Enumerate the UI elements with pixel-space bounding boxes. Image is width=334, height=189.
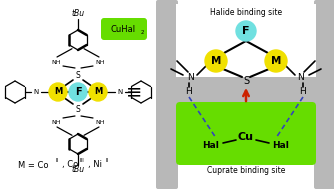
Text: ≡: ≡ — [126, 83, 142, 101]
Text: NH: NH — [51, 60, 61, 64]
Circle shape — [89, 83, 107, 101]
FancyBboxPatch shape — [176, 102, 316, 165]
Text: Hal: Hal — [202, 140, 219, 149]
Text: NH: NH — [95, 119, 105, 125]
Circle shape — [69, 83, 87, 101]
FancyBboxPatch shape — [158, 77, 334, 117]
Text: II: II — [105, 159, 108, 163]
Text: Cuprate binding site: Cuprate binding site — [207, 166, 285, 175]
Text: , Ni: , Ni — [88, 160, 102, 170]
FancyBboxPatch shape — [156, 0, 178, 189]
Text: N: N — [117, 89, 123, 95]
Text: M: M — [54, 88, 62, 97]
Text: 2: 2 — [140, 29, 144, 35]
Text: M: M — [211, 56, 221, 66]
Text: NH: NH — [95, 60, 105, 64]
Text: CuHal: CuHal — [111, 25, 136, 33]
Text: S: S — [243, 76, 249, 86]
Text: tBu: tBu — [71, 166, 85, 174]
Text: Cu: Cu — [238, 132, 254, 142]
Text: III: III — [80, 159, 85, 163]
FancyBboxPatch shape — [101, 18, 147, 40]
Text: H: H — [300, 88, 306, 97]
Text: NH: NH — [51, 119, 61, 125]
Text: S: S — [75, 105, 80, 114]
Text: M: M — [94, 88, 102, 97]
Text: N: N — [33, 89, 39, 95]
Text: tBu: tBu — [71, 9, 85, 19]
Text: N: N — [298, 73, 304, 81]
FancyBboxPatch shape — [176, 4, 316, 77]
Circle shape — [236, 21, 256, 41]
Text: , Co: , Co — [62, 160, 78, 170]
Text: Hal: Hal — [273, 140, 290, 149]
Circle shape — [49, 83, 67, 101]
FancyBboxPatch shape — [314, 0, 334, 189]
Text: F: F — [242, 26, 250, 36]
Text: F: F — [75, 87, 81, 97]
Text: H: H — [186, 88, 192, 97]
Text: S: S — [75, 70, 80, 80]
Circle shape — [265, 50, 287, 72]
Text: Halide binding site: Halide binding site — [210, 8, 282, 17]
Circle shape — [205, 50, 227, 72]
Text: II: II — [56, 159, 59, 163]
Text: N: N — [188, 73, 194, 81]
Text: M = Co: M = Co — [18, 160, 48, 170]
Text: M: M — [271, 56, 281, 66]
